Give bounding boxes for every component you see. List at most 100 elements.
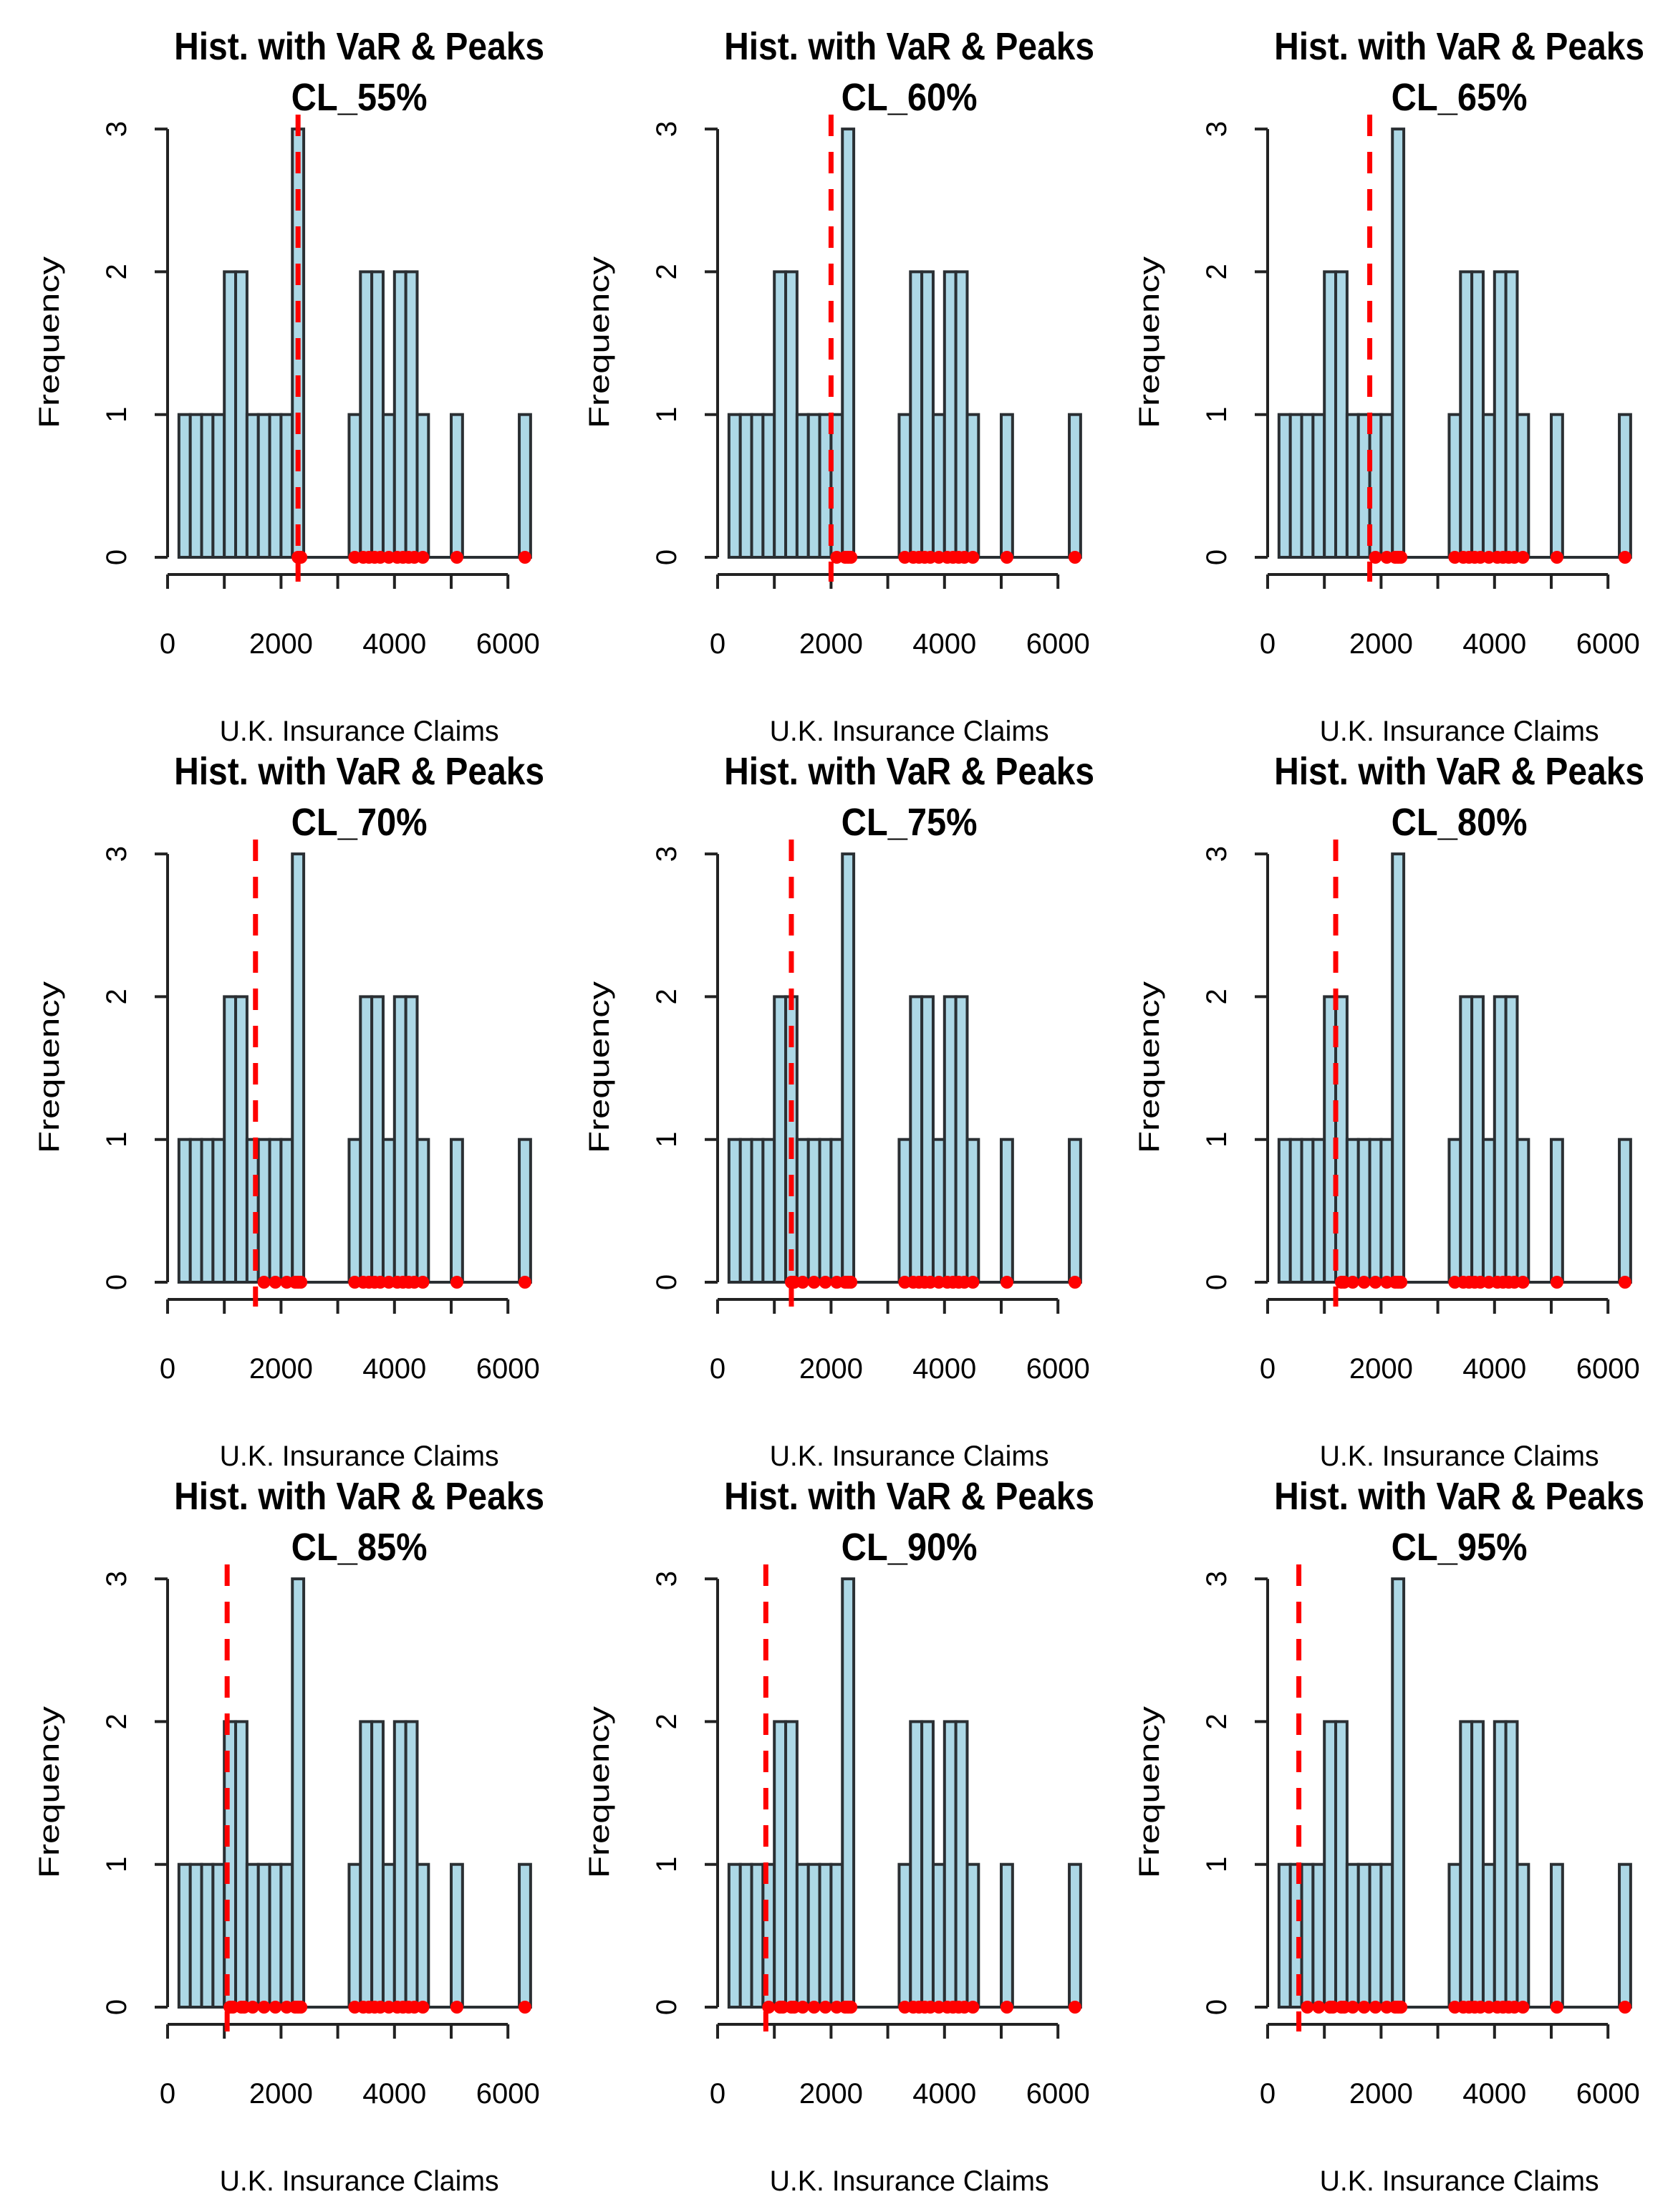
x-axis-label: U.K. Insurance Claims [770,716,1049,747]
histogram-bar [359,1720,374,2009]
chart-title: Hist. with VaR & Peaks [724,25,1094,68]
peak-point [1516,2001,1530,2014]
peak-point [416,2001,430,2014]
x-tick-label: 4000 [1462,2078,1526,2110]
histogram-bar [897,1862,912,2009]
x-tick-label: 6000 [1026,2078,1090,2110]
histogram-panel: Hist. with VaR & Peaks CL_80% 0 1 2 3 Frequenc… [1134,750,1644,1472]
x-tick-label: 2000 [799,2078,863,2110]
histogram-bar [1334,1720,1349,2009]
histogram-bar [177,413,192,559]
peak-point [518,2001,531,2014]
histogram-bar [1515,1138,1530,1284]
histogram-bar [920,995,935,1284]
histogram-bar [727,1862,742,2009]
histogram-bar [931,413,946,559]
x-tick-label: 4000 [912,2078,976,2110]
y-axis-label: Frequency [1134,1706,1165,1878]
x-tick-label: 0 [710,2078,725,2110]
y-tick-label: 1 [101,407,132,423]
histogram-bar [931,1138,946,1284]
histogram-bar [965,1138,980,1284]
peak-point [294,551,308,564]
peak-point [844,2001,858,2014]
y-tick-label: 2 [101,264,132,279]
histogram-bar [773,995,788,1284]
histogram-bar [1447,413,1462,559]
histogram-bar [268,1862,283,2009]
x-tick-label: 4000 [362,2078,426,2110]
y-axis-label: Frequency [34,981,65,1153]
peak-point [294,2001,308,2014]
histogram-bar [450,1138,464,1284]
y-tick-label: 2 [651,1713,683,1729]
histogram-bar [909,270,924,559]
histogram-bar [750,1138,765,1284]
chart-subtitle: CL_95% [1392,1526,1528,1569]
peak-point [966,551,980,564]
histogram-bar [200,1862,215,2009]
y-tick-label: 1 [651,1132,683,1148]
x-axis-label: U.K. Insurance Claims [770,1441,1049,1472]
histogram-bar [1391,1577,1406,2009]
histogram-bar [211,1862,226,2009]
peak-point [1068,551,1081,564]
peak-point [257,1276,271,1289]
peak-point [257,2001,271,2014]
x-tick-label: 6000 [1576,2078,1640,2110]
peak-point [246,2001,259,2014]
histogram-bar [1000,1862,1014,2009]
x-axis-label: U.K. Insurance Claims [1320,1441,1599,1472]
histogram-bar [920,270,935,559]
peak-point [844,551,858,564]
histogram-bar [1493,1720,1508,2009]
histogram-bar [1550,413,1564,559]
y-tick-label: 2 [101,1713,132,1729]
histogram-bar [761,1138,776,1284]
histogram-bar [806,1138,821,1284]
x-axis-label: U.K. Insurance Claims [220,1441,499,1472]
histogram-bar [1470,1720,1485,2009]
histogram-bar [347,413,362,559]
peak-point [416,551,430,564]
y-tick-label: 1 [101,1132,132,1148]
y-tick-label: 3 [1201,846,1233,862]
histogram-bar [518,1138,532,1284]
histogram-bar [806,413,821,559]
histogram-bar [1447,1138,1462,1284]
peak-point [1618,551,1631,564]
histogram-bar [381,1862,396,2009]
y-tick-label: 3 [651,121,683,137]
x-tick-label: 4000 [362,628,426,660]
peak-point [819,2001,832,2014]
x-tick-label: 6000 [1576,1353,1640,1385]
histogram-bar [965,1862,980,2009]
peak-point [796,1276,809,1289]
y-axis-label: Frequency [584,256,615,428]
y-tick-label: 1 [651,407,683,423]
histogram-bar [942,1720,958,2009]
histogram-bar [1459,1720,1474,2009]
histogram-bar [931,1862,946,2009]
chart-subtitle: CL_60% [842,76,978,119]
x-tick-label: 4000 [1462,628,1526,660]
histogram-bar [268,1138,283,1284]
histogram-bar [1277,1862,1292,2009]
histogram-bar [450,1862,464,2009]
y-tick-label: 1 [101,1857,132,1872]
histogram-bar [750,413,765,559]
chart-subtitle: CL_90% [842,1526,978,1569]
x-tick-label: 4000 [1462,1353,1526,1385]
histogram-bar [841,852,856,1284]
histogram-bar [188,1138,203,1284]
histogram-bar [279,1862,294,2009]
histogram-bar [1311,413,1326,559]
peak-point [450,551,463,564]
histogram-bar [1277,1138,1292,1284]
y-tick-label: 1 [1201,1857,1233,1872]
peak-point [1550,2001,1563,2014]
histogram-bar [1379,1138,1394,1284]
histogram-bar [1504,995,1519,1284]
histogram-bar [1311,1138,1326,1284]
